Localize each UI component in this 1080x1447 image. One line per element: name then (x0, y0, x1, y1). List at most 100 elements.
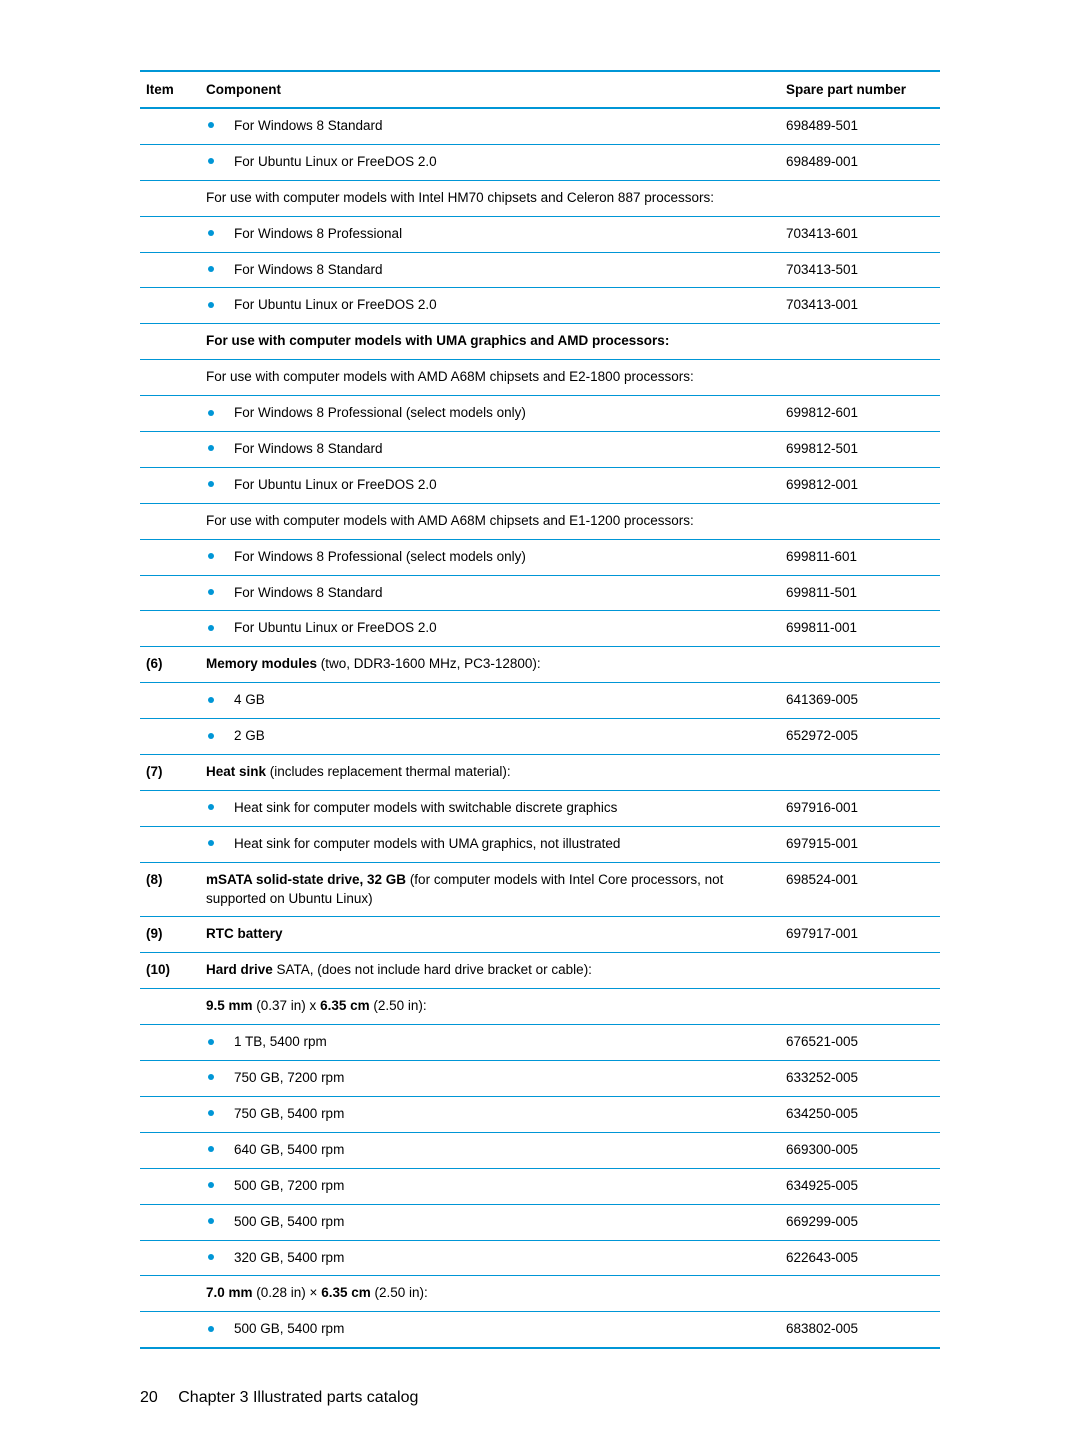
bullet-icon (208, 1074, 214, 1080)
header-item: Item (140, 71, 200, 108)
spare-part-number: 683802-005 (780, 1312, 940, 1348)
item-number (140, 216, 200, 252)
item-number (140, 575, 200, 611)
table-row: For Windows 8 Standard699811-501 (140, 575, 940, 611)
component-text: For Windows 8 Professional (select model… (234, 405, 526, 420)
table-row: 750 GB, 5400 rpm634250-005 (140, 1096, 940, 1132)
component-cell: Heat sink (includes replacement thermal … (200, 755, 780, 791)
item-number (140, 1061, 200, 1097)
bullet-icon (208, 230, 214, 236)
component-text: 750 GB, 5400 rpm (234, 1106, 344, 1121)
bullet-icon (208, 1218, 214, 1224)
parts-table: Item Component Spare part number For Win… (140, 70, 940, 1349)
item-number (140, 611, 200, 647)
table-row: For Windows 8 Professional703413-601 (140, 216, 940, 252)
bullet-icon (208, 1254, 214, 1260)
table-row: For use with computer models with AMD A6… (140, 360, 940, 396)
component-cell: Memory modules (two, DDR3-1600 MHz, PC3-… (200, 647, 780, 683)
component-cell: For use with computer models with Intel … (200, 180, 780, 216)
table-row: 500 GB, 7200 rpm634925-005 (140, 1168, 940, 1204)
chapter-title: Chapter 3 Illustrated parts catalog (178, 1389, 418, 1406)
table-row: 500 GB, 5400 rpm 683802-005 (140, 1312, 940, 1348)
item-number (140, 826, 200, 862)
bullet-icon (208, 589, 214, 595)
table-row: Heat sink for computer models with switc… (140, 790, 940, 826)
spare-part-number (780, 503, 940, 539)
component-cell: For Windows 8 Professional (select model… (200, 396, 780, 432)
bullet-icon (208, 445, 214, 451)
spare-part-number: 703413-501 (780, 252, 940, 288)
table-row: 750 GB, 7200 rpm 633252-005 (140, 1061, 940, 1097)
item-number: (10) (140, 953, 200, 989)
spare-part-number: 669299-005 (780, 1204, 940, 1240)
item-number: (8) (140, 862, 200, 917)
component-text: Heat sink for computer models with UMA g… (234, 836, 620, 851)
spare-part-number: 699811-601 (780, 539, 940, 575)
spare-part-number: 634925-005 (780, 1168, 940, 1204)
spare-part-number: 633252-005 (780, 1061, 940, 1097)
item-number (140, 180, 200, 216)
component-cell: 7.0 mm (0.28 in) × 6.35 cm (2.50 in): (200, 1276, 780, 1312)
bullet-icon (208, 553, 214, 559)
component-text: For Windows 8 Standard (234, 441, 383, 456)
item-number (140, 683, 200, 719)
component-text: For Ubuntu Linux or FreeDOS 2.0 (234, 477, 437, 492)
item-number (140, 360, 200, 396)
spare-part-number: 703413-001 (780, 288, 940, 324)
component-cell: mSATA solid-state drive, 32 GB (for comp… (200, 862, 780, 917)
table-row: For Windows 8 Standard 699812-501 (140, 432, 940, 468)
table-row: 320 GB, 5400 rpm622643-005 (140, 1240, 940, 1276)
spare-part-number: 652972-005 (780, 719, 940, 755)
component-cell: For Windows 8 Professional (200, 216, 780, 252)
item-number (140, 503, 200, 539)
item-number (140, 539, 200, 575)
component-text: 2 GB (234, 728, 265, 743)
item-number (140, 252, 200, 288)
table-row: 2 GB 652972-005 (140, 719, 940, 755)
component-cell: For Windows 8 Standard (200, 432, 780, 468)
table-row: For use with computer models with UMA gr… (140, 324, 940, 360)
spare-part-number (780, 647, 940, 683)
bullet-icon (208, 840, 214, 846)
component-text: 500 GB, 5400 rpm (234, 1214, 344, 1229)
component-cell: For use with computer models with UMA gr… (200, 324, 780, 360)
table-row: For Ubuntu Linux or FreeDOS 2.0703413-00… (140, 288, 940, 324)
table-row: For use with computer models with Intel … (140, 180, 940, 216)
component-cell: 2 GB (200, 719, 780, 755)
table-row: 640 GB, 5400 rpm669300-005 (140, 1132, 940, 1168)
component-text: 750 GB, 7200 rpm (234, 1070, 344, 1085)
component-text: For Windows 8 Professional (select model… (234, 549, 526, 564)
table-body: For Windows 8 Standard698489-501For Ubun… (140, 108, 940, 1348)
bullet-icon (208, 1110, 214, 1116)
item-number (140, 790, 200, 826)
spare-part-number: 698489-001 (780, 144, 940, 180)
component-cell: 500 GB, 5400 rpm (200, 1204, 780, 1240)
spare-part-number: 699812-501 (780, 432, 940, 468)
spare-part-number: 676521-005 (780, 1025, 940, 1061)
spare-part-number: 641369-005 (780, 683, 940, 719)
spare-part-number: 699812-601 (780, 396, 940, 432)
item-number (140, 288, 200, 324)
spare-part-number (780, 953, 940, 989)
component-cell: 750 GB, 7200 rpm (200, 1061, 780, 1097)
item-number (140, 719, 200, 755)
bullet-icon (208, 733, 214, 739)
item-number (140, 108, 200, 144)
bullet-icon (208, 697, 214, 703)
table-row: Heat sink for computer models with UMA g… (140, 826, 940, 862)
item-number (140, 1168, 200, 1204)
table-row: 7.0 mm (0.28 in) × 6.35 cm (2.50 in): (140, 1276, 940, 1312)
bullet-icon (208, 625, 214, 631)
component-text: Heat sink for computer models with switc… (234, 800, 617, 815)
item-number (140, 1132, 200, 1168)
component-text: 500 GB, 5400 rpm (234, 1321, 344, 1336)
component-cell: 750 GB, 5400 rpm (200, 1096, 780, 1132)
item-number (140, 467, 200, 503)
component-text: For Windows 8 Standard (234, 585, 383, 600)
item-number (140, 1240, 200, 1276)
table-row: (8)mSATA solid-state drive, 32 GB (for c… (140, 862, 940, 917)
spare-part-number: 697916-001 (780, 790, 940, 826)
bullet-icon (208, 302, 214, 308)
bullet-icon (208, 804, 214, 810)
bullet-icon (208, 1146, 214, 1152)
